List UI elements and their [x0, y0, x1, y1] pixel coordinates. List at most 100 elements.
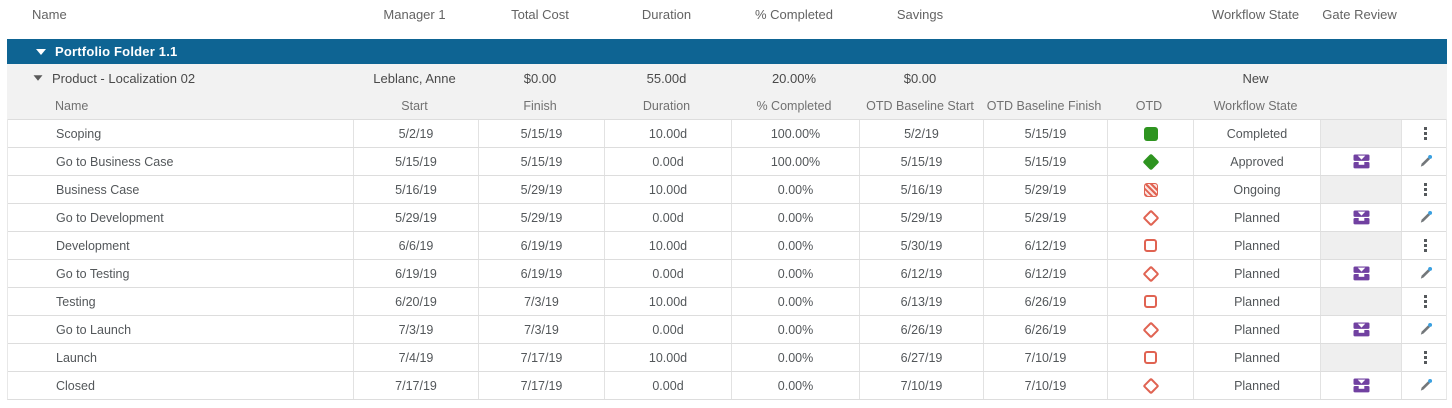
task-finish-date[interactable]: 7/3/19: [478, 316, 604, 343]
task-row[interactable]: Go to Testing 6/19/19 6/19/19 0.00d 0.00…: [8, 259, 1446, 287]
task-otd-baseline-finish[interactable]: 6/26/19: [983, 288, 1107, 315]
column-header-workflow-state[interactable]: Workflow State: [1211, 6, 1300, 22]
task-finish-date[interactable]: 5/15/19: [478, 120, 604, 147]
task-name[interactable]: Scoping: [56, 126, 102, 141]
edit-icon[interactable]: [1418, 378, 1433, 393]
task-name[interactable]: Business Case: [56, 182, 140, 197]
task-otd-baseline-finish[interactable]: 6/12/19: [983, 232, 1107, 259]
task-workflow-state[interactable]: Planned: [1193, 260, 1320, 287]
task-duration[interactable]: 0.00d: [604, 260, 731, 287]
subheader-finish[interactable]: Finish: [523, 98, 557, 113]
task-start-date[interactable]: 6/19/19: [353, 260, 478, 287]
task-name[interactable]: Launch: [56, 350, 98, 365]
task-row[interactable]: Testing 6/20/19 7/3/19 10.00d 0.00% 6/13…: [8, 287, 1446, 315]
task-otd-baseline-finish[interactable]: 6/12/19: [983, 260, 1107, 287]
column-header-gate-review[interactable]: Gate Review: [1322, 6, 1397, 22]
task-finish-date[interactable]: 6/19/19: [478, 260, 604, 287]
column-header-total-cost[interactable]: Total Cost: [511, 6, 569, 22]
task-finish-date[interactable]: 5/15/19: [478, 148, 604, 175]
task-duration[interactable]: 0.00d: [604, 372, 731, 399]
task-name[interactable]: Go to Testing: [56, 266, 130, 281]
column-header-name[interactable]: Name: [32, 6, 67, 22]
gate-review-cell[interactable]: [1320, 204, 1401, 231]
task-row[interactable]: Go to Business Case 5/15/19 5/15/19 0.00…: [8, 147, 1446, 175]
task-otd-baseline-finish[interactable]: 5/29/19: [983, 176, 1107, 203]
portfolio-folder-row[interactable]: Portfolio Folder 1.1: [7, 39, 1447, 64]
product-summary-row[interactable]: Product - Localization 02 Leblanc, Anne …: [7, 64, 1447, 92]
gate-review-cell[interactable]: [1320, 176, 1401, 203]
edit-icon[interactable]: [1418, 210, 1433, 225]
task-otd-baseline-finish[interactable]: 6/26/19: [983, 316, 1107, 343]
task-duration[interactable]: 0.00d: [604, 148, 731, 175]
column-header-duration[interactable]: Duration: [641, 6, 692, 22]
gate-review-cell[interactable]: [1320, 288, 1401, 315]
task-start-date[interactable]: 6/6/19: [353, 232, 478, 259]
task-pct-completed[interactable]: 0.00%: [731, 344, 859, 371]
task-otd-baseline-finish[interactable]: 5/29/19: [983, 204, 1107, 231]
subheader-otd[interactable]: OTD: [1135, 98, 1163, 113]
task-row[interactable]: Scoping 5/2/19 5/15/19 10.00d 100.00% 5/…: [8, 119, 1446, 147]
task-start-date[interactable]: 5/15/19: [353, 148, 478, 175]
gate-review-cell[interactable]: [1320, 344, 1401, 371]
task-workflow-state[interactable]: Approved: [1193, 148, 1320, 175]
task-workflow-state[interactable]: Planned: [1193, 232, 1320, 259]
collapse-triangle-icon[interactable]: [36, 48, 46, 55]
task-finish-date[interactable]: 7/3/19: [478, 288, 604, 315]
task-name[interactable]: Development: [56, 238, 130, 253]
task-name[interactable]: Testing: [56, 294, 96, 309]
task-duration[interactable]: 10.00d: [604, 232, 731, 259]
subheader-duration[interactable]: Duration: [642, 98, 691, 113]
edit-icon[interactable]: [1418, 154, 1433, 169]
task-otd-baseline-start[interactable]: 5/2/19: [859, 120, 983, 147]
more-menu-icon[interactable]: [1423, 349, 1427, 365]
task-duration[interactable]: 10.00d: [604, 120, 731, 147]
task-start-date[interactable]: 7/3/19: [353, 316, 478, 343]
task-otd-baseline-start[interactable]: 6/13/19: [859, 288, 983, 315]
gate-review-cell[interactable]: [1320, 316, 1401, 343]
task-start-date[interactable]: 5/29/19: [353, 204, 478, 231]
task-start-date[interactable]: 7/17/19: [353, 372, 478, 399]
task-name[interactable]: Go to Business Case: [56, 154, 174, 169]
more-menu-icon[interactable]: [1423, 125, 1427, 141]
subheader-pct-completed[interactable]: % Completed: [756, 98, 832, 113]
gate-review-cell[interactable]: [1320, 372, 1401, 399]
edit-icon[interactable]: [1418, 322, 1433, 337]
task-workflow-state[interactable]: Ongoing: [1193, 176, 1320, 203]
gate-review-cell[interactable]: [1320, 232, 1401, 259]
gate-review-icon[interactable]: [1353, 210, 1370, 225]
task-duration[interactable]: 10.00d: [604, 344, 731, 371]
task-otd-baseline-start[interactable]: 7/10/19: [859, 372, 983, 399]
task-workflow-state[interactable]: Planned: [1193, 316, 1320, 343]
more-menu-icon[interactable]: [1423, 293, 1427, 309]
task-otd-baseline-start[interactable]: 6/27/19: [859, 344, 983, 371]
task-pct-completed[interactable]: 0.00%: [731, 372, 859, 399]
task-otd-baseline-start[interactable]: 5/29/19: [859, 204, 983, 231]
task-start-date[interactable]: 5/16/19: [353, 176, 478, 203]
more-menu-icon[interactable]: [1423, 237, 1427, 253]
task-pct-completed[interactable]: 0.00%: [731, 176, 859, 203]
task-row[interactable]: Closed 7/17/19 7/17/19 0.00d 0.00% 7/10/…: [8, 371, 1446, 399]
task-name[interactable]: Go to Launch: [56, 322, 132, 337]
task-workflow-state[interactable]: Planned: [1193, 344, 1320, 371]
task-pct-completed[interactable]: 0.00%: [731, 288, 859, 315]
subheader-otd-baseline-start[interactable]: OTD Baseline Start: [866, 98, 974, 113]
task-otd-baseline-finish[interactable]: 5/15/19: [983, 148, 1107, 175]
task-otd-baseline-start[interactable]: 6/26/19: [859, 316, 983, 343]
task-duration[interactable]: 10.00d: [604, 176, 731, 203]
task-workflow-state[interactable]: Planned: [1193, 288, 1320, 315]
subheader-start[interactable]: Start: [401, 98, 428, 113]
task-start-date[interactable]: 5/2/19: [353, 120, 478, 147]
more-menu-icon[interactable]: [1423, 181, 1427, 197]
gate-review-icon[interactable]: [1353, 266, 1370, 281]
task-row[interactable]: Business Case 5/16/19 5/29/19 10.00d 0.0…: [8, 175, 1446, 203]
task-workflow-state[interactable]: Completed: [1193, 120, 1320, 147]
task-start-date[interactable]: 6/20/19: [353, 288, 478, 315]
task-row[interactable]: Development 6/6/19 6/19/19 10.00d 0.00% …: [8, 231, 1446, 259]
task-pct-completed[interactable]: 100.00%: [731, 120, 859, 147]
task-workflow-state[interactable]: Planned: [1193, 204, 1320, 231]
task-otd-baseline-finish[interactable]: 7/10/19: [983, 372, 1107, 399]
gate-review-cell[interactable]: [1320, 260, 1401, 287]
task-otd-baseline-finish[interactable]: 7/10/19: [983, 344, 1107, 371]
task-workflow-state[interactable]: Planned: [1193, 372, 1320, 399]
column-header-pct-completed[interactable]: % Completed: [754, 6, 834, 22]
